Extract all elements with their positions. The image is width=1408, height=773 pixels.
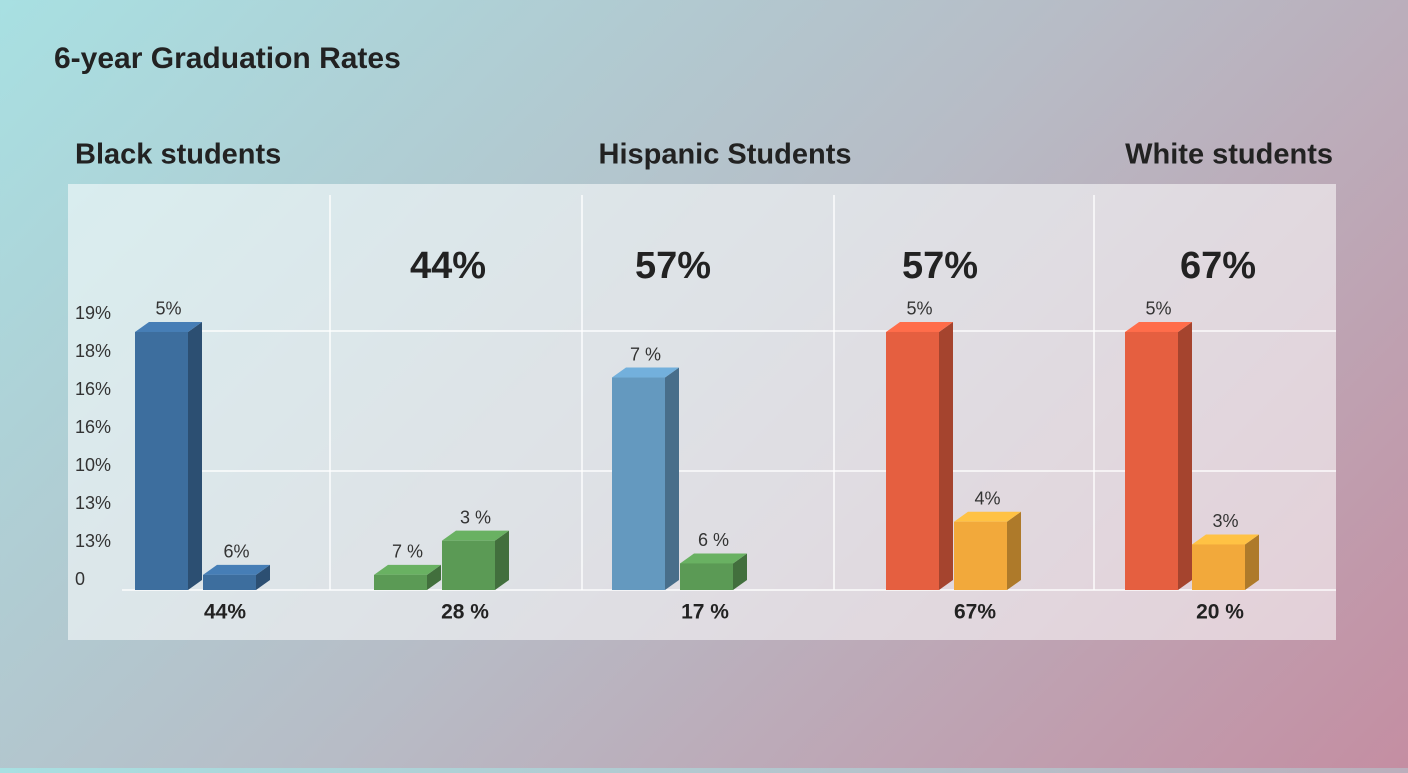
bar bbox=[442, 540, 495, 590]
x-tick-label: 67% bbox=[954, 601, 996, 624]
bar-side bbox=[939, 321, 953, 590]
bar-label: 7 % bbox=[392, 542, 423, 562]
top-label: 67% bbox=[1180, 245, 1256, 287]
bar-label: 6% bbox=[223, 542, 249, 562]
bar-side bbox=[1007, 511, 1021, 590]
bar-top bbox=[680, 553, 747, 564]
bar bbox=[680, 563, 733, 590]
bar-top bbox=[1192, 534, 1259, 545]
top-label: 57% bbox=[902, 245, 978, 287]
bar-side bbox=[733, 553, 747, 590]
group-label: Black students bbox=[75, 139, 281, 171]
bar-label: 4% bbox=[974, 488, 1000, 508]
y-tick-label: 16% bbox=[75, 417, 111, 437]
bar-top bbox=[954, 511, 1021, 522]
bar-side bbox=[665, 367, 679, 590]
bar-top bbox=[612, 367, 679, 378]
bar bbox=[612, 377, 665, 590]
bar-side bbox=[256, 564, 270, 590]
bar-side bbox=[188, 321, 202, 590]
x-tick-label: 44% bbox=[204, 601, 246, 624]
x-tick-label: 20 % bbox=[1196, 601, 1244, 624]
group-label: Hispanic Students bbox=[599, 139, 852, 171]
bar-side bbox=[427, 564, 441, 590]
bar-side bbox=[1178, 321, 1192, 590]
bar-label: 3 % bbox=[460, 507, 491, 527]
y-tick-label: 19% bbox=[75, 303, 111, 323]
y-tick-label: 13% bbox=[75, 493, 111, 513]
bar bbox=[203, 574, 256, 590]
bar bbox=[135, 331, 188, 590]
y-tick-label: 10% bbox=[75, 455, 111, 475]
bar-side bbox=[495, 530, 509, 590]
group-label: White students bbox=[1125, 139, 1333, 171]
bar bbox=[1192, 544, 1245, 590]
bar-label: 6 % bbox=[698, 530, 729, 550]
bar bbox=[886, 331, 939, 590]
bar-label: 5% bbox=[155, 299, 181, 319]
bar-top bbox=[442, 530, 509, 541]
bar bbox=[374, 574, 427, 590]
top-label: 57% bbox=[635, 245, 711, 287]
bar-top bbox=[1125, 321, 1192, 332]
bar-top bbox=[203, 564, 270, 575]
bar-top bbox=[374, 564, 441, 575]
bar bbox=[1125, 331, 1178, 590]
bar bbox=[954, 521, 1007, 590]
y-tick-label: 16% bbox=[75, 379, 111, 399]
x-tick-label: 28 % bbox=[441, 601, 489, 624]
y-tick-label: 0 bbox=[75, 569, 85, 589]
bar-label: 3% bbox=[1212, 511, 1238, 531]
bar-side bbox=[1245, 534, 1259, 590]
bar-label: 5% bbox=[1145, 299, 1171, 319]
x-tick-label: 17 % bbox=[681, 601, 729, 624]
bar-label: 5% bbox=[906, 299, 932, 319]
bar-top bbox=[886, 321, 953, 332]
y-tick-label: 18% bbox=[75, 341, 111, 361]
top-label: 44% bbox=[410, 245, 486, 287]
bar-top bbox=[135, 321, 202, 332]
chart-title: 6-year Graduation Rates bbox=[54, 42, 401, 75]
bar-label: 7 % bbox=[630, 344, 661, 364]
y-tick-label: 13% bbox=[75, 531, 111, 551]
